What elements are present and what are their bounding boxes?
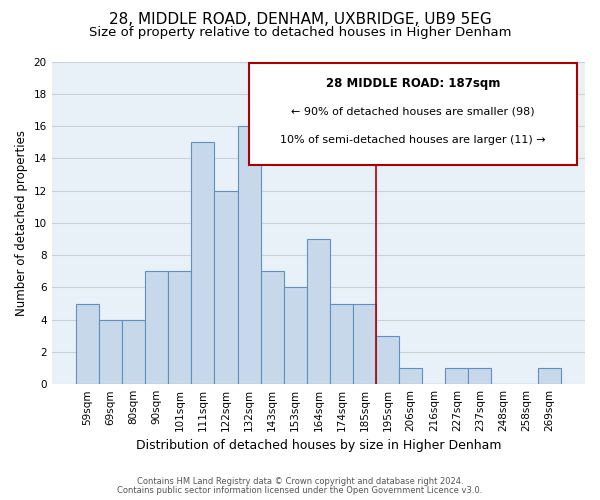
Y-axis label: Number of detached properties: Number of detached properties: [15, 130, 28, 316]
Bar: [538, 368, 561, 384]
Bar: [99, 320, 122, 384]
Bar: [191, 142, 214, 384]
Text: Contains HM Land Registry data © Crown copyright and database right 2024.: Contains HM Land Registry data © Crown c…: [137, 477, 463, 486]
X-axis label: Distribution of detached houses by size in Higher Denham: Distribution of detached houses by size …: [136, 440, 501, 452]
Bar: [307, 239, 330, 384]
Bar: [238, 126, 260, 384]
Bar: [122, 320, 145, 384]
Text: Size of property relative to detached houses in Higher Denham: Size of property relative to detached ho…: [89, 26, 511, 39]
Text: 28 MIDDLE ROAD: 187sqm: 28 MIDDLE ROAD: 187sqm: [326, 77, 500, 90]
Bar: [353, 304, 376, 384]
Bar: [445, 368, 469, 384]
Text: ← 90% of detached houses are smaller (98): ← 90% of detached houses are smaller (98…: [291, 107, 535, 117]
Bar: [145, 271, 168, 384]
Bar: [399, 368, 422, 384]
Bar: [469, 368, 491, 384]
Text: Contains public sector information licensed under the Open Government Licence v3: Contains public sector information licen…: [118, 486, 482, 495]
Bar: [214, 190, 238, 384]
Bar: [330, 304, 353, 384]
Bar: [168, 271, 191, 384]
Text: 28, MIDDLE ROAD, DENHAM, UXBRIDGE, UB9 5EG: 28, MIDDLE ROAD, DENHAM, UXBRIDGE, UB9 5…: [109, 12, 491, 28]
Bar: [376, 336, 399, 384]
Bar: [76, 304, 99, 384]
Bar: [260, 271, 284, 384]
Text: 10% of semi-detached houses are larger (11) →: 10% of semi-detached houses are larger (…: [280, 136, 546, 145]
Bar: [284, 288, 307, 384]
